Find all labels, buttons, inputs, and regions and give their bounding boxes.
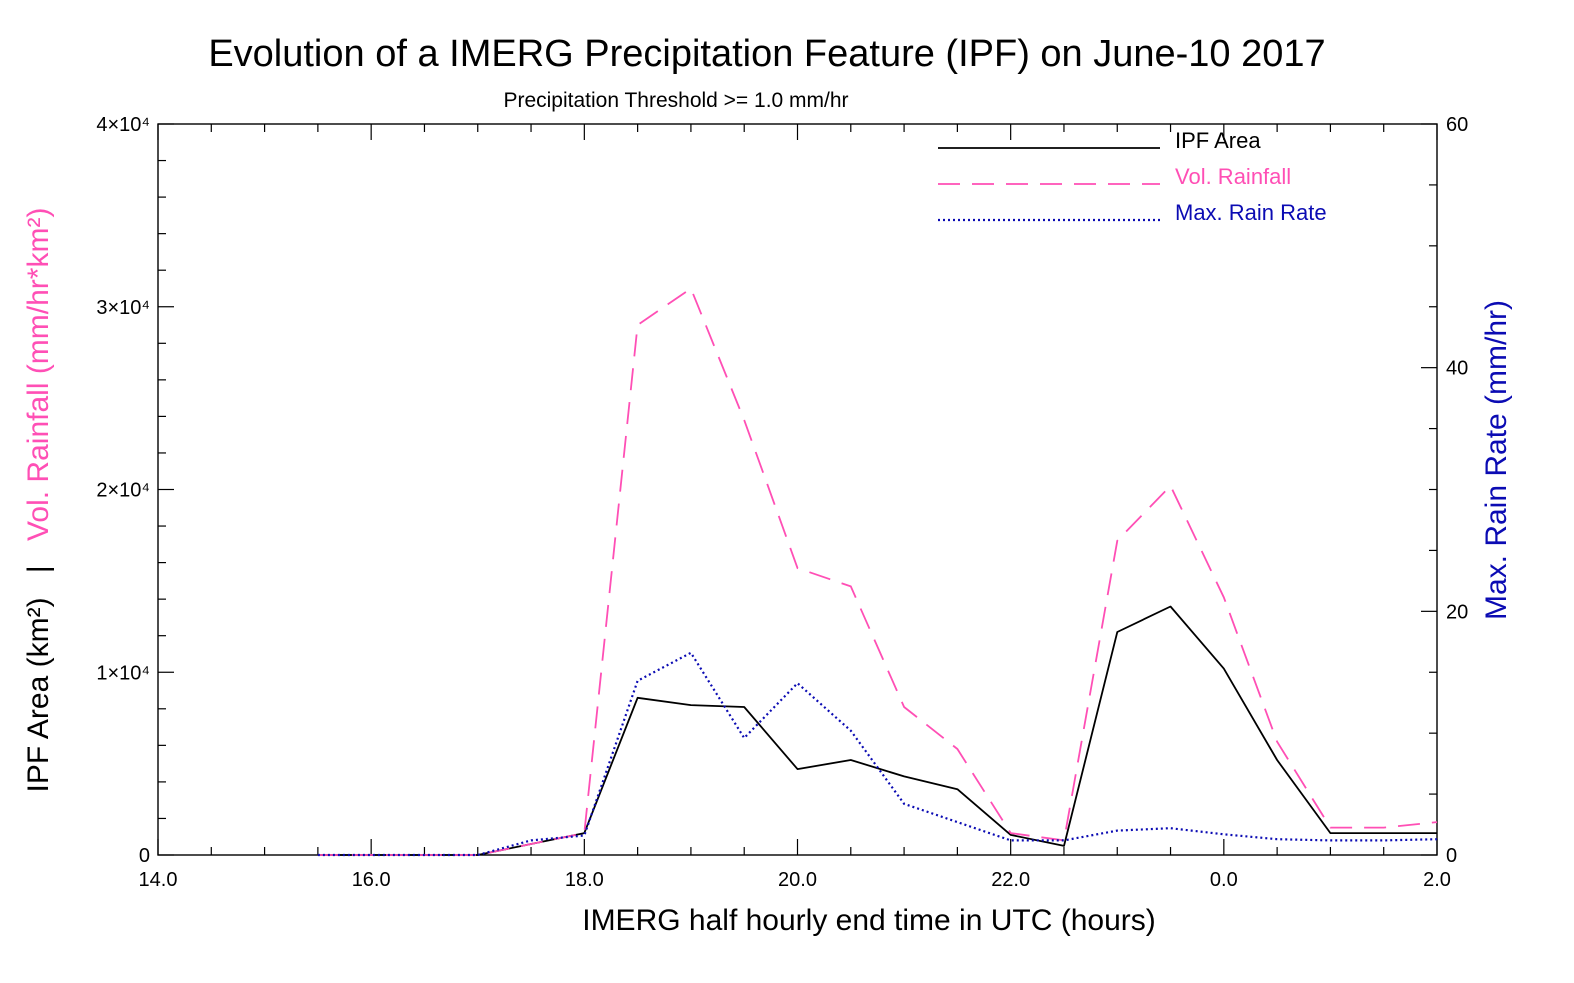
left-y-tick-label: 3×10⁴: [96, 297, 150, 319]
left-y-ticks: 0 1×10⁴ 2×10⁴ 3×10⁴ 4×10⁴: [96, 114, 174, 867]
chart-title: Evolution of a IMERG Precipitation Featu…: [208, 33, 1325, 75]
left-y-tick-label: 0: [139, 845, 150, 867]
right-y-tick-label: 0: [1446, 845, 1457, 867]
left-y-label-separator: |: [22, 565, 55, 573]
x-tick-label: 2.0: [1423, 869, 1451, 891]
right-y-label: Max. Rain Rate (mm/hr): [1480, 300, 1513, 620]
left-y-tick-label: 4×10⁴: [96, 114, 150, 136]
legend-label-vol-rainfall: Vol. Rainfall: [1175, 164, 1291, 189]
left-y-tick-label: 1×10⁴: [96, 662, 150, 684]
x-tick-label: 14.0: [139, 869, 178, 891]
legend: IPF Area Vol. Rainfall Max. Rain Rate: [938, 128, 1327, 225]
right-y-tick-label: 20: [1446, 601, 1468, 623]
plot-frame: [157, 123, 1438, 856]
x-tick-label: 0.0: [1210, 869, 1238, 891]
x-tick-label: 20.0: [778, 869, 817, 891]
legend-label-ipf-area: IPF Area: [1175, 128, 1261, 153]
series-line-vol-rainfall: [317, 287, 1438, 856]
series-lines: [317, 287, 1438, 857]
right-y-tick-label: 60: [1446, 114, 1468, 136]
left-y-tick-label: 2×10⁴: [96, 480, 150, 502]
left-y-label-area: IPF Area (km²): [22, 597, 55, 792]
plot-axes: [157, 123, 1438, 856]
series-line-max-rain-rate: [317, 651, 1438, 857]
x-axis-label: IMERG half hourly end time in UTC (hours…: [582, 904, 1156, 937]
series-line-ipf-area: [317, 605, 1437, 856]
x-tick-label: 16.0: [352, 869, 391, 891]
left-y-label-vol: Vol. Rainfall (mm/hr*km²): [22, 208, 55, 541]
x-tick-label: 18.0: [565, 869, 604, 891]
svg-text:IPF Area (km²) | V: IPF Area (km²) | Vol. Rainfall (mm/hr*km…: [22, 208, 55, 793]
legend-label-max-rain-rate: Max. Rain Rate: [1175, 200, 1327, 225]
right-y-ticks: 0 20 40 60: [1421, 114, 1468, 867]
right-y-tick-label: 40: [1446, 358, 1468, 380]
x-ticks: 14.0 16.0 18.0 20.0 22.0 0.0 2.0: [139, 124, 1451, 891]
chart-subtitle: Precipitation Threshold >= 1.0 mm/hr: [503, 89, 848, 112]
x-tick-label: 22.0: [991, 869, 1030, 891]
